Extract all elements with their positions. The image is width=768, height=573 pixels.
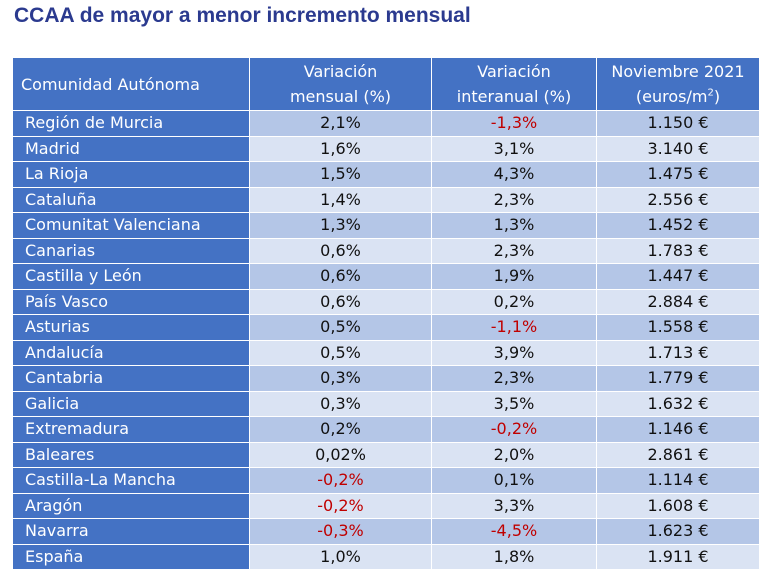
cell-precio: 1.779 € [596, 365, 760, 392]
table-row: Baleares 0,02% 2,0% 2.861 € [12, 441, 760, 468]
cell-region: Castilla y León [12, 263, 250, 290]
table-body: Región de Murcia 2,1% -1,3% 1.150 € Madrid 1,… [12, 110, 760, 570]
cell-variacion-mensual: 1,6% [249, 135, 432, 162]
cell-variacion-mensual: 0,3% [249, 390, 432, 417]
cell-region: Comunitat Valenciana [12, 212, 250, 239]
cell-variacion-interanual: 1,9% [431, 263, 597, 290]
cell-region: Madrid [12, 135, 250, 162]
cell-region: Navarra [12, 518, 250, 545]
cell-variacion-mensual: 0,6% [249, 288, 432, 315]
cell-variacion-interanual: 3,3% [431, 492, 597, 519]
cell-region: Asturias [12, 314, 250, 341]
cell-precio: 2.861 € [596, 441, 760, 468]
cell-variacion-interanual: 0,2% [431, 288, 597, 315]
cell-variacion-mensual: 0,3% [249, 365, 432, 392]
cell-variacion-interanual: -0,2% [431, 416, 597, 443]
cell-precio: 1.713 € [596, 339, 760, 366]
cell-region: Galicia [12, 390, 250, 417]
table-row: Comunitat Valenciana 1,3% 1,3% 1.452 € [12, 212, 760, 239]
cell-region: Castilla-La Mancha [12, 467, 250, 494]
table-row: La Rioja 1,5% 4,3% 1.475 € [12, 161, 760, 188]
cell-variacion-mensual: 0,02% [249, 441, 432, 468]
cell-variacion-interanual: 3,9% [431, 339, 597, 366]
table-row: Aragón -0,2% 3,3% 1.608 € [12, 492, 760, 519]
cell-variacion-mensual: 0,5% [249, 339, 432, 366]
cell-variacion-interanual: -4,5% [431, 518, 597, 545]
cell-region: Canarias [12, 237, 250, 264]
cell-precio: 1.608 € [596, 492, 760, 519]
table-row: País Vasco 0,6% 0,2% 2.884 € [12, 288, 760, 315]
cell-precio: 2.884 € [596, 288, 760, 315]
cell-variacion-mensual: 1,0% [249, 543, 432, 570]
cell-precio: 1.558 € [596, 314, 760, 341]
ccaa-table: Comunidad Autónoma Variación mensual (%) … [12, 57, 760, 570]
cell-variacion-interanual: 3,5% [431, 390, 597, 417]
cell-region: País Vasco [12, 288, 250, 315]
cell-variacion-mensual: 1,4% [249, 186, 432, 213]
cell-variacion-interanual: 0,1% [431, 467, 597, 494]
table-row: Canarias 0,6% 2,3% 1.783 € [12, 237, 760, 264]
cell-precio: 1.911 € [596, 543, 760, 570]
cell-variacion-mensual: -0,3% [249, 518, 432, 545]
cell-precio: 1.632 € [596, 390, 760, 417]
cell-variacion-mensual: 0,2% [249, 416, 432, 443]
cell-variacion-mensual: 1,3% [249, 212, 432, 239]
cell-variacion-interanual: -1,1% [431, 314, 597, 341]
cell-region: España [12, 543, 250, 570]
cell-precio: 1.150 € [596, 110, 760, 137]
cell-precio: 2.556 € [596, 186, 760, 213]
table-row: Castilla y León 0,6% 1,9% 1.447 € [12, 263, 760, 290]
page-title: CCAA de mayor a menor incremento mensual [14, 4, 471, 27]
cell-variacion-interanual: 3,1% [431, 135, 597, 162]
cell-precio: 1.475 € [596, 161, 760, 188]
cell-region: Andalucía [12, 339, 250, 366]
cell-variacion-interanual: 2,3% [431, 365, 597, 392]
cell-variacion-interanual: 1,8% [431, 543, 597, 570]
cell-variacion-mensual: 2,1% [249, 110, 432, 137]
cell-variacion-mensual: 0,6% [249, 237, 432, 264]
cell-precio: 1.447 € [596, 263, 760, 290]
cell-precio: 1.146 € [596, 416, 760, 443]
cell-variacion-interanual: 4,3% [431, 161, 597, 188]
table-row: Cataluña 1,4% 2,3% 2.556 € [12, 186, 760, 213]
cell-region: Extremadura [12, 416, 250, 443]
header-variacion-interanual: Variación interanual (%) [431, 57, 597, 111]
cell-variacion-mensual: 0,6% [249, 263, 432, 290]
header-comunidad: Comunidad Autónoma [12, 57, 250, 111]
cell-region: Baleares [12, 441, 250, 468]
cell-variacion-interanual: 2,0% [431, 441, 597, 468]
cell-region: Aragón [12, 492, 250, 519]
cell-variacion-interanual: 2,3% [431, 186, 597, 213]
cell-region: Región de Murcia [12, 110, 250, 137]
table-header-row: Comunidad Autónoma Variación mensual (%) … [12, 57, 760, 111]
cell-precio: 1.623 € [596, 518, 760, 545]
cell-precio: 3.140 € [596, 135, 760, 162]
table-row: Asturias 0,5% -1,1% 1.558 € [12, 314, 760, 341]
cell-variacion-interanual: 1,3% [431, 212, 597, 239]
table-row: Extremadura 0,2% -0,2% 1.146 € [12, 416, 760, 443]
header-variacion-mensual: Variación mensual (%) [249, 57, 432, 111]
table-row: Madrid 1,6% 3,1% 3.140 € [12, 135, 760, 162]
table-row: España 1,0% 1,8% 1.911 € [12, 543, 760, 570]
cell-variacion-mensual: 1,5% [249, 161, 432, 188]
table-row: Cantabria 0,3% 2,3% 1.779 € [12, 365, 760, 392]
table-row: Región de Murcia 2,1% -1,3% 1.150 € [12, 110, 760, 137]
table-row: Castilla-La Mancha -0,2% 0,1% 1.114 € [12, 467, 760, 494]
cell-region: Cantabria [12, 365, 250, 392]
table-row: Andalucía 0,5% 3,9% 1.713 € [12, 339, 760, 366]
cell-variacion-mensual: 0,5% [249, 314, 432, 341]
cell-precio: 1.783 € [596, 237, 760, 264]
header-precio-noviembre: Noviembre 2021 (euros/m2) [596, 57, 760, 111]
cell-precio: 1.114 € [596, 467, 760, 494]
cell-variacion-mensual: -0,2% [249, 492, 432, 519]
cell-variacion-interanual: -1,3% [431, 110, 597, 137]
cell-variacion-mensual: -0,2% [249, 467, 432, 494]
cell-variacion-interanual: 2,3% [431, 237, 597, 264]
table-row: Navarra -0,3% -4,5% 1.623 € [12, 518, 760, 545]
cell-precio: 1.452 € [596, 212, 760, 239]
table-row: Galicia 0,3% 3,5% 1.632 € [12, 390, 760, 417]
cell-region: La Rioja [12, 161, 250, 188]
cell-region: Cataluña [12, 186, 250, 213]
